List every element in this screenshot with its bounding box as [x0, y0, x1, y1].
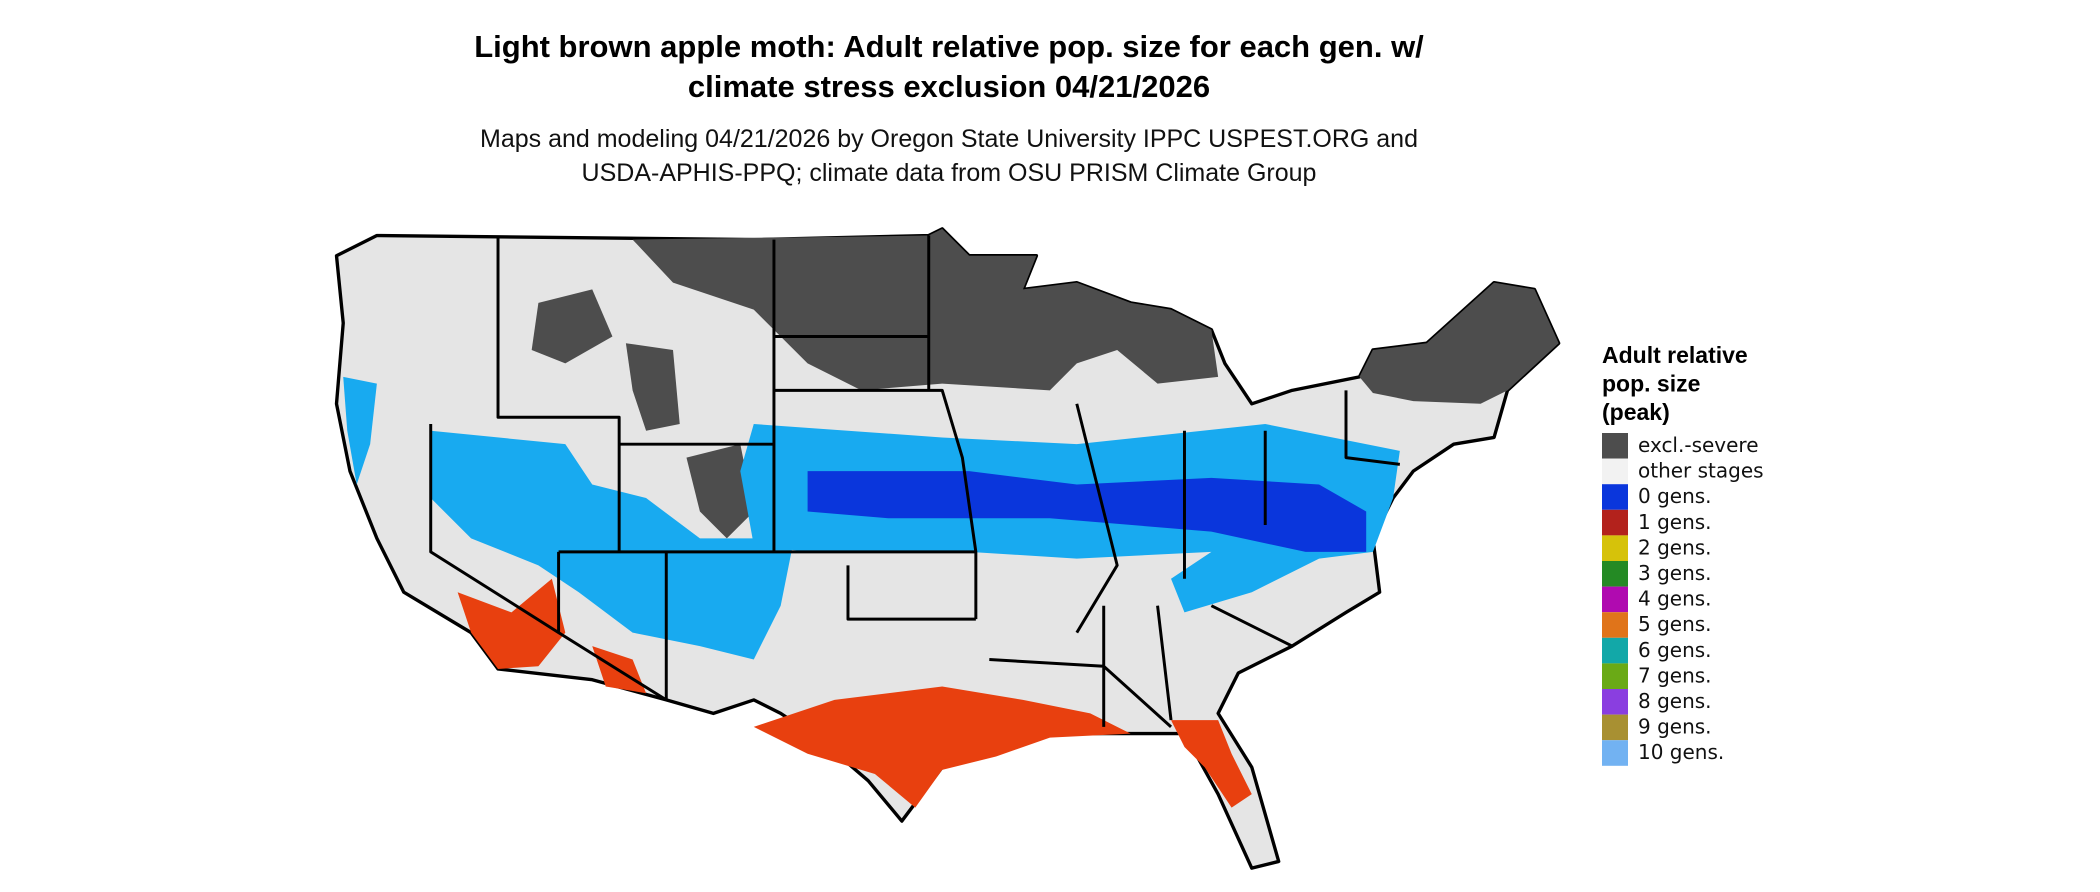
legend-label: 0 gens.	[1638, 484, 1712, 508]
legend-swatch	[1602, 433, 1628, 459]
excluded-regions	[531, 228, 1559, 539]
excluded-region	[686, 444, 754, 539]
legend-label: 5 gens.	[1638, 612, 1712, 636]
state-borders	[429, 235, 1401, 728]
legend-swatch	[1602, 586, 1628, 613]
excluded-region	[531, 289, 613, 364]
state-border	[429, 235, 1401, 728]
title-line: Light brown apple moth: Adult relative p…	[474, 29, 1424, 64]
legend-label: 8 gens.	[1638, 689, 1712, 713]
blue-core	[807, 471, 1367, 552]
one-gen-regions	[457, 578, 1252, 808]
legend-title: (peak)	[1602, 399, 1670, 425]
legend-label: 2 gens.	[1638, 535, 1712, 559]
legend-swatch	[1602, 509, 1628, 536]
legend-label: 6 gens.	[1638, 638, 1712, 662]
header: Light brown apple moth: Adult relative p…	[474, 29, 1424, 187]
title-line: climate stress exclusion 04/21/2026	[688, 69, 1210, 104]
legend-label: 10 gens.	[1638, 740, 1724, 764]
excluded-region	[632, 228, 1219, 391]
legend-label: 4 gens.	[1638, 587, 1712, 611]
blue-west	[430, 430, 795, 660]
legend-swatch	[1602, 689, 1628, 715]
excluded-region	[1359, 282, 1559, 404]
zero-gen-regions	[343, 376, 1400, 660]
legend-title: pop. size	[1602, 371, 1700, 397]
subtitle-line: Maps and modeling 04/21/2026 by Oregon S…	[480, 125, 1418, 153]
legend-label: 9 gens.	[1638, 715, 1712, 739]
legend-swatch	[1602, 535, 1628, 561]
legend-swatch	[1602, 484, 1628, 510]
red-southwest	[457, 578, 566, 669]
legend-label: 1 gens.	[1638, 510, 1712, 534]
legend: Adult relative pop. size(peak) excl.-sever…	[1602, 342, 1764, 766]
subtitle-line: USDA-APHIS-PPQ; climate data from OSU PR…	[582, 159, 1317, 187]
legend-swatch	[1602, 663, 1628, 689]
excluded-region	[625, 343, 680, 431]
legend-swatch	[1602, 637, 1628, 664]
legend-swatch	[1602, 561, 1628, 587]
red-florida	[1171, 720, 1252, 808]
legend-label: other stages	[1638, 459, 1764, 483]
legend-label: 3 gens.	[1638, 561, 1712, 585]
legend-swatch	[1602, 612, 1628, 638]
blue-coast	[343, 376, 377, 485]
legend-label: excl.-severe	[1638, 433, 1759, 457]
legend-title: Adult relative	[1602, 342, 1748, 368]
map	[334, 227, 1561, 870]
legend-label: 7 gens.	[1638, 663, 1712, 687]
red-south	[753, 686, 1131, 808]
legend-swatch	[1602, 458, 1628, 485]
legend-swatch	[1602, 714, 1628, 741]
legend-swatch	[1602, 740, 1628, 766]
